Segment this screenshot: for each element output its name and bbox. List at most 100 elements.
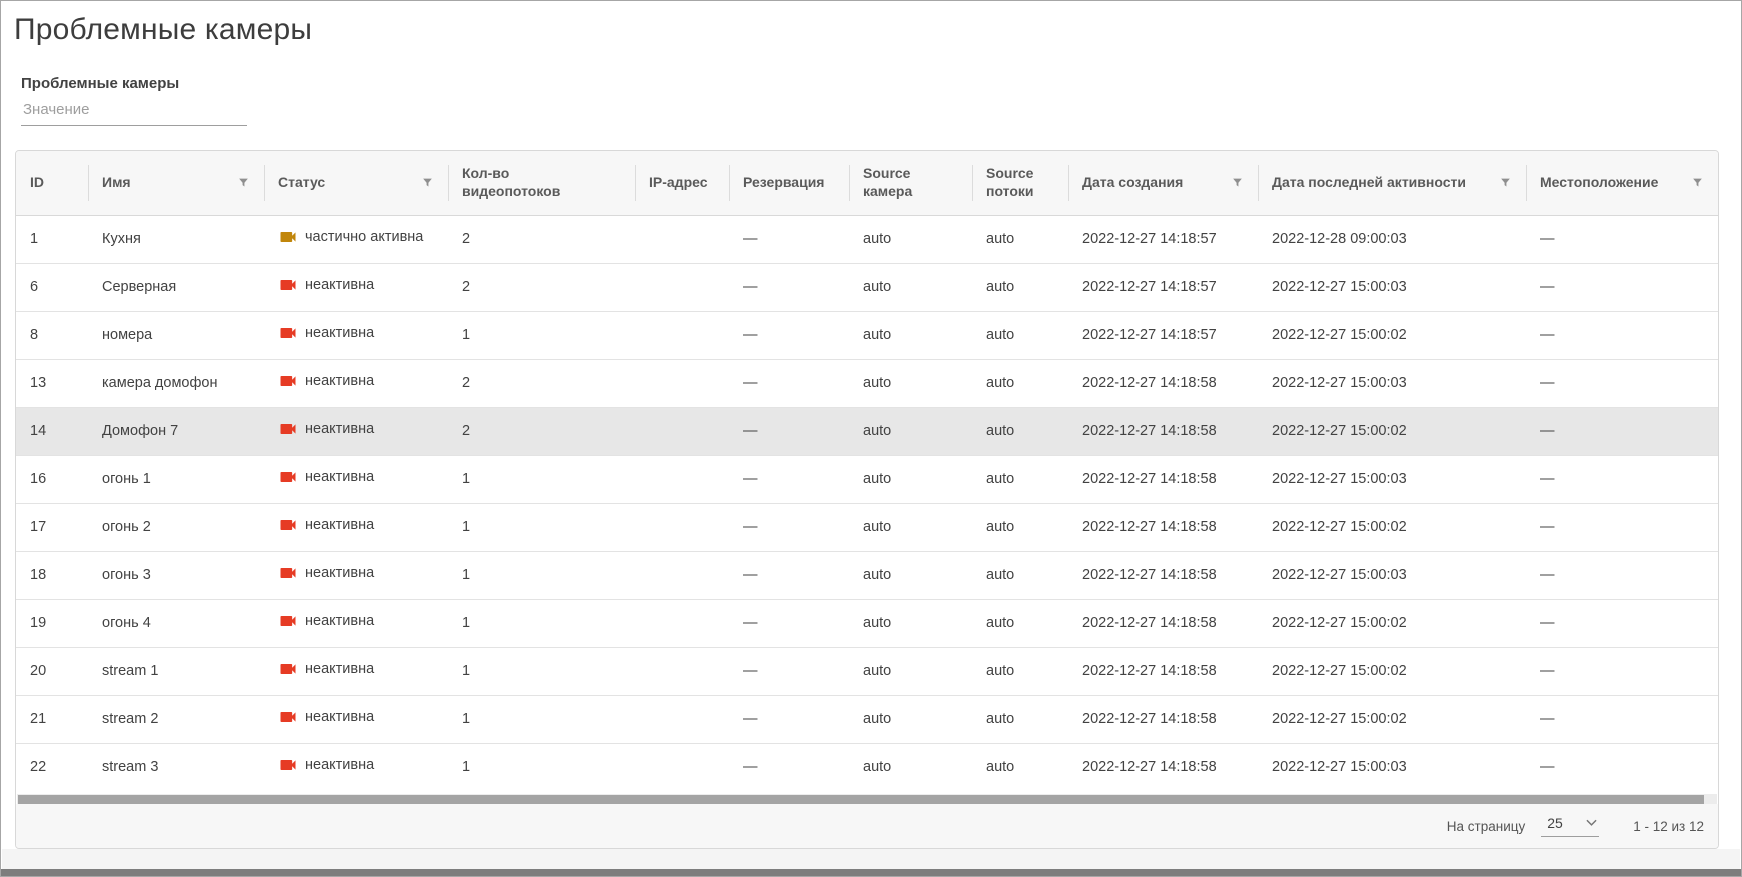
cell-created-date: 2022-12-27 14:18:58 bbox=[1068, 742, 1258, 791]
cell-location: — bbox=[1526, 262, 1718, 311]
cell-reservation: — bbox=[729, 694, 849, 743]
cell-name: Серверная bbox=[88, 262, 264, 311]
cell-created-date: 2022-12-27 14:18:58 bbox=[1068, 358, 1258, 407]
cell-last-activity-date: 2022-12-27 15:00:02 bbox=[1258, 646, 1526, 695]
table-row[interactable]: 8 номера неактивна 1 — auto auto 2022-12… bbox=[16, 310, 1718, 359]
per-page-value: 25 bbox=[1547, 815, 1563, 831]
column-header[interactable]: IP-адрес bbox=[635, 151, 729, 216]
window-bottom-bar bbox=[1, 869, 1741, 876]
filter-icon[interactable] bbox=[237, 176, 250, 189]
table-row[interactable]: 13 камера домофон неактивна 2 — auto aut… bbox=[16, 358, 1718, 407]
videocam-status-icon bbox=[280, 472, 296, 482]
cell-name: камера домофон bbox=[88, 358, 264, 407]
column-header[interactable]: Статус bbox=[264, 151, 448, 216]
cell-source-camera: auto bbox=[849, 454, 972, 503]
table-row[interactable]: 21 stream 2 неактивна 1 — auto auto 2022… bbox=[16, 694, 1718, 743]
cell-reservation: — bbox=[729, 262, 849, 311]
cell-status-label: частично активна bbox=[305, 229, 424, 245]
cell-id: 18 bbox=[16, 550, 88, 599]
horizontal-scrollbar-thumb[interactable] bbox=[18, 794, 1704, 804]
cell-id: 19 bbox=[16, 598, 88, 647]
cell-last-activity-date: 2022-12-27 15:00:03 bbox=[1258, 742, 1526, 791]
cell-status-label: неактивна bbox=[305, 517, 375, 533]
cell-name: stream 1 bbox=[88, 646, 264, 695]
cell-status: неактивна bbox=[264, 598, 448, 647]
cell-last-activity-date: 2022-12-27 15:00:02 bbox=[1258, 694, 1526, 743]
cell-name: stream 2 bbox=[88, 694, 264, 743]
cell-ip-address bbox=[635, 406, 729, 455]
cell-status: неактивна bbox=[264, 694, 448, 743]
column-header-label: Source потоки bbox=[986, 165, 1034, 199]
filter-icon[interactable] bbox=[1499, 176, 1512, 189]
column-header[interactable]: Дата создания bbox=[1068, 151, 1258, 216]
table-row[interactable]: 6 Серверная неактивна 2 — auto auto 2022… bbox=[16, 262, 1718, 311]
cell-created-date: 2022-12-27 14:18:58 bbox=[1068, 502, 1258, 551]
column-header[interactable]: Имя bbox=[88, 151, 264, 216]
filter-icon[interactable] bbox=[1691, 176, 1704, 189]
cell-location: — bbox=[1526, 694, 1718, 743]
cell-status: неактивна bbox=[264, 646, 448, 695]
table-row[interactable]: 20 stream 1 неактивна 1 — auto auto 2022… bbox=[16, 646, 1718, 695]
table-row[interactable]: 17 огонь 2 неактивна 1 — auto auto 2022-… bbox=[16, 502, 1718, 551]
column-header-label: Имя bbox=[102, 174, 131, 190]
cell-status-label: неактивна bbox=[305, 613, 375, 629]
cell-status: неактивна bbox=[264, 406, 448, 455]
cell-status-label: неактивна bbox=[305, 565, 375, 581]
cell-created-date: 2022-12-27 14:18:58 bbox=[1068, 406, 1258, 455]
column-header[interactable]: Резервация bbox=[729, 151, 849, 216]
table-row[interactable]: 14 Домофон 7 неактивна 2 — auto auto 202… bbox=[16, 406, 1718, 455]
cell-ip-address bbox=[635, 598, 729, 647]
page-title: Проблемные камеры bbox=[14, 13, 313, 46]
cell-source-camera: auto bbox=[849, 358, 972, 407]
cell-source-streams: auto bbox=[972, 742, 1068, 791]
cell-status: частично активна bbox=[264, 215, 448, 263]
videocam-status-icon bbox=[280, 664, 296, 674]
table-row[interactable]: 22 stream 3 неактивна 1 — auto auto 2022… bbox=[16, 742, 1718, 791]
cell-name: огонь 3 bbox=[88, 550, 264, 599]
cell-location: — bbox=[1526, 454, 1718, 503]
cell-last-activity-date: 2022-12-27 15:00:02 bbox=[1258, 502, 1526, 551]
cell-video-streams-count: 1 bbox=[448, 454, 635, 503]
filter-value-input[interactable] bbox=[21, 99, 247, 126]
cell-video-streams-count: 1 bbox=[448, 742, 635, 791]
column-header[interactable]: Дата последней активности bbox=[1258, 151, 1526, 216]
cell-id: 21 bbox=[16, 694, 88, 743]
horizontal-scrollbar[interactable] bbox=[17, 794, 1717, 804]
cell-status: неактивна bbox=[264, 454, 448, 503]
column-header[interactable]: ID bbox=[16, 151, 88, 216]
cell-created-date: 2022-12-27 14:18:58 bbox=[1068, 454, 1258, 503]
column-header-label: ID bbox=[30, 174, 44, 190]
pagination-range: 1 - 12 из 12 bbox=[1633, 818, 1704, 834]
cell-created-date: 2022-12-27 14:18:58 bbox=[1068, 694, 1258, 743]
column-header[interactable]: Source потоки bbox=[972, 151, 1068, 216]
cell-source-streams: auto bbox=[972, 694, 1068, 743]
cell-source-camera: auto bbox=[849, 502, 972, 551]
filter-label: Проблемные камеры bbox=[21, 75, 180, 92]
column-header[interactable]: Source камера bbox=[849, 151, 972, 216]
cell-status: неактивна bbox=[264, 310, 448, 359]
cell-source-camera: auto bbox=[849, 694, 972, 743]
table-row[interactable]: 1 Кухня частично активна 2 — auto auto 2… bbox=[16, 215, 1718, 263]
cell-video-streams-count: 1 bbox=[448, 694, 635, 743]
column-header[interactable]: Местоположение bbox=[1526, 151, 1718, 216]
per-page-select[interactable]: 25 bbox=[1541, 815, 1600, 837]
cell-reservation: — bbox=[729, 358, 849, 407]
cell-location: — bbox=[1526, 598, 1718, 647]
table-row[interactable]: 18 огонь 3 неактивна 1 — auto auto 2022-… bbox=[16, 550, 1718, 599]
table-row[interactable]: 19 огонь 4 неактивна 1 — auto auto 2022-… bbox=[16, 598, 1718, 647]
column-header[interactable]: Кол-во видеопотоков bbox=[448, 151, 635, 216]
cell-source-streams: auto bbox=[972, 358, 1068, 407]
cell-video-streams-count: 2 bbox=[448, 358, 635, 407]
filter-icon[interactable] bbox=[1231, 176, 1244, 189]
cell-status-label: неактивна bbox=[305, 325, 375, 341]
column-header-label: Резервация bbox=[743, 174, 825, 190]
filter-icon[interactable] bbox=[421, 176, 434, 189]
cell-location: — bbox=[1526, 550, 1718, 599]
cell-status-label: неактивна bbox=[305, 469, 375, 485]
cell-id: 1 bbox=[16, 215, 88, 263]
cell-id: 8 bbox=[16, 310, 88, 359]
table-row[interactable]: 16 огонь 1 неактивна 1 — auto auto 2022-… bbox=[16, 454, 1718, 503]
cell-last-activity-date: 2022-12-27 15:00:03 bbox=[1258, 358, 1526, 407]
cell-source-streams: auto bbox=[972, 215, 1068, 263]
